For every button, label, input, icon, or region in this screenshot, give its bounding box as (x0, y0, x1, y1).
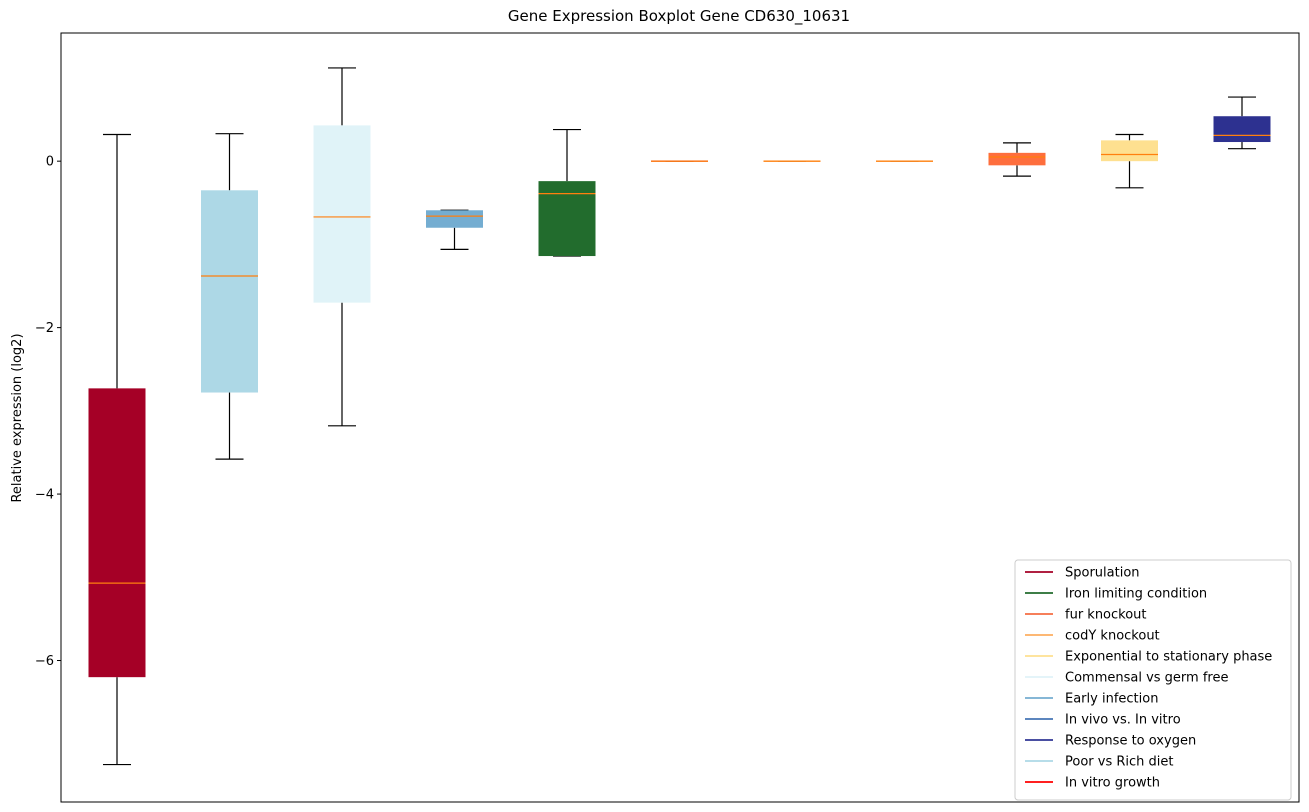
legend-label: Poor vs Rich diet (1065, 755, 1173, 770)
box-group (538, 128, 596, 257)
legend: Sporulation Iron limiting condition fur kn… (1014, 559, 1292, 801)
y-axis-label: Relative expression (log2) (10, 333, 25, 502)
box (988, 152, 1046, 166)
y-axis: 0 −2 −4 −6 (35, 155, 61, 669)
box-group (426, 209, 483, 250)
legend-label: codY knockout (1065, 629, 1160, 644)
legend-label: fur knockout (1065, 608, 1147, 623)
legend-item: Poor vs Rich diet (1025, 755, 1173, 770)
legend-item: Response to oxygen (1025, 734, 1196, 749)
legend-label: Early infection (1065, 692, 1158, 707)
legend-item: fur knockout (1025, 608, 1147, 623)
y-tick-label: −6 (35, 654, 54, 669)
box-group (313, 67, 371, 427)
legend-frame (1014, 559, 1292, 801)
legend-item: codY knockout (1025, 629, 1160, 644)
box (313, 125, 371, 303)
y-tick-label: 0 (46, 155, 54, 170)
legend-label: Response to oxygen (1065, 734, 1196, 749)
legend-item: In vitro growth (1025, 776, 1160, 791)
box-group (651, 160, 708, 162)
box (1101, 140, 1158, 162)
box (1213, 116, 1271, 143)
box (538, 181, 596, 257)
box (88, 388, 146, 678)
legend-label: Commensal vs germ free (1065, 671, 1228, 686)
box-group (1101, 133, 1158, 189)
y-tick-label: −2 (35, 321, 54, 336)
box-group (876, 160, 933, 162)
legend-item: Commensal vs germ free (1025, 671, 1228, 686)
chart-title: Gene Expression Boxplot Gene CD630_10631 (508, 7, 850, 26)
legend-item: In vivo vs. In vitro (1025, 713, 1181, 728)
box (201, 190, 258, 393)
box-group (88, 133, 146, 766)
box-group (1213, 96, 1271, 150)
legend-item: Iron limiting condition (1025, 587, 1207, 602)
plot-area (88, 67, 1271, 766)
box-group (988, 142, 1046, 177)
axes-frame (60, 32, 1300, 803)
box-group (201, 133, 258, 460)
box (426, 210, 483, 228)
legend-label: In vitro growth (1065, 776, 1160, 791)
legend-label: Iron limiting condition (1065, 587, 1207, 602)
legend-item: Early infection (1025, 692, 1158, 707)
box-group (763, 160, 821, 162)
legend-item: Sporulation (1025, 566, 1140, 581)
y-tick-label: −4 (35, 488, 54, 503)
legend-label: In vivo vs. In vitro (1065, 713, 1181, 728)
legend-label: Sporulation (1065, 566, 1140, 581)
legend-label: Exponential to stationary phase (1065, 650, 1272, 665)
legend-item: Exponential to stationary phase (1025, 650, 1272, 665)
